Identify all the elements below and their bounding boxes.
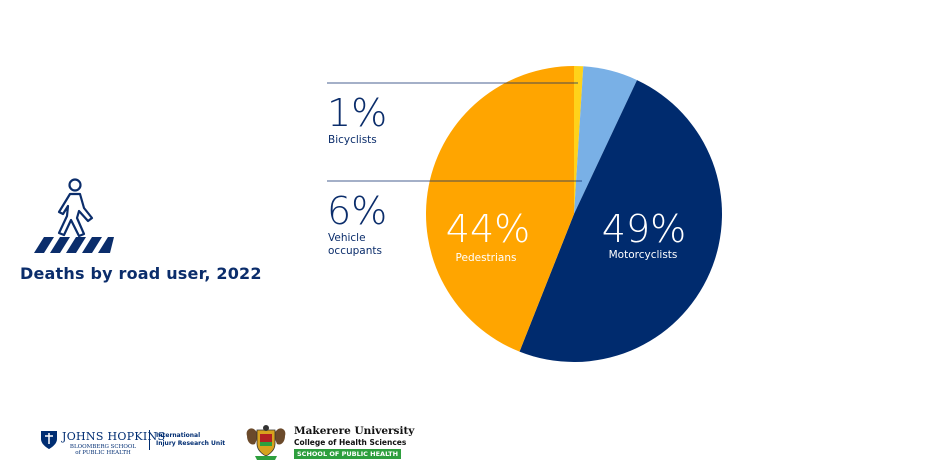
vehicle-occupants-pct-label: 6% <box>327 189 387 233</box>
johns-hopkins-shield-icon <box>41 431 57 449</box>
footer-logos: JOHNS HOPKINS BLOOMBERG SCHOOL of PUBLIC… <box>40 424 420 464</box>
bicyclists-pct-label: 1% <box>327 91 387 135</box>
pie-slice-bicyclists <box>574 66 584 214</box>
pie-slice-vehicle-occupants <box>574 66 638 214</box>
makerere-crest-icon <box>246 425 286 460</box>
pedestrians-label: Pedestrians <box>456 252 517 264</box>
johns-hopkins-name: JOHNS HOPKINS <box>62 430 166 443</box>
johns-hopkins-school: BLOOMBERG SCHOOL of PUBLIC HEALTH <box>69 444 137 456</box>
makerere-university-name: Makerere University <box>294 425 415 437</box>
logo-separator <box>149 430 150 450</box>
chart-title: Deaths by road user, 2022 <box>20 264 262 283</box>
bicyclists-label: Bicyclists <box>328 134 377 146</box>
iiru-name: International Injury Research Unit <box>156 432 226 447</box>
motorcyclists-pct-label: 49% <box>602 207 686 251</box>
pedestrian-crossing-icon <box>34 178 114 253</box>
vehicle-occupants-label-line1: Vehicle <box>328 232 366 244</box>
pie-slice-motorcyclists <box>519 80 723 363</box>
makerere-college-name: College of Health Sciences <box>294 438 407 447</box>
motorcyclists-label: Motorcyclists <box>609 249 678 261</box>
makerere-school-name: SCHOOL OF PUBLIC HEALTH <box>294 449 402 459</box>
pedestrians-pct-label: 44% <box>446 207 530 251</box>
vehicle-occupants-label-line2: occupants <box>328 245 382 257</box>
pie-slice-pedestrians <box>425 66 574 352</box>
